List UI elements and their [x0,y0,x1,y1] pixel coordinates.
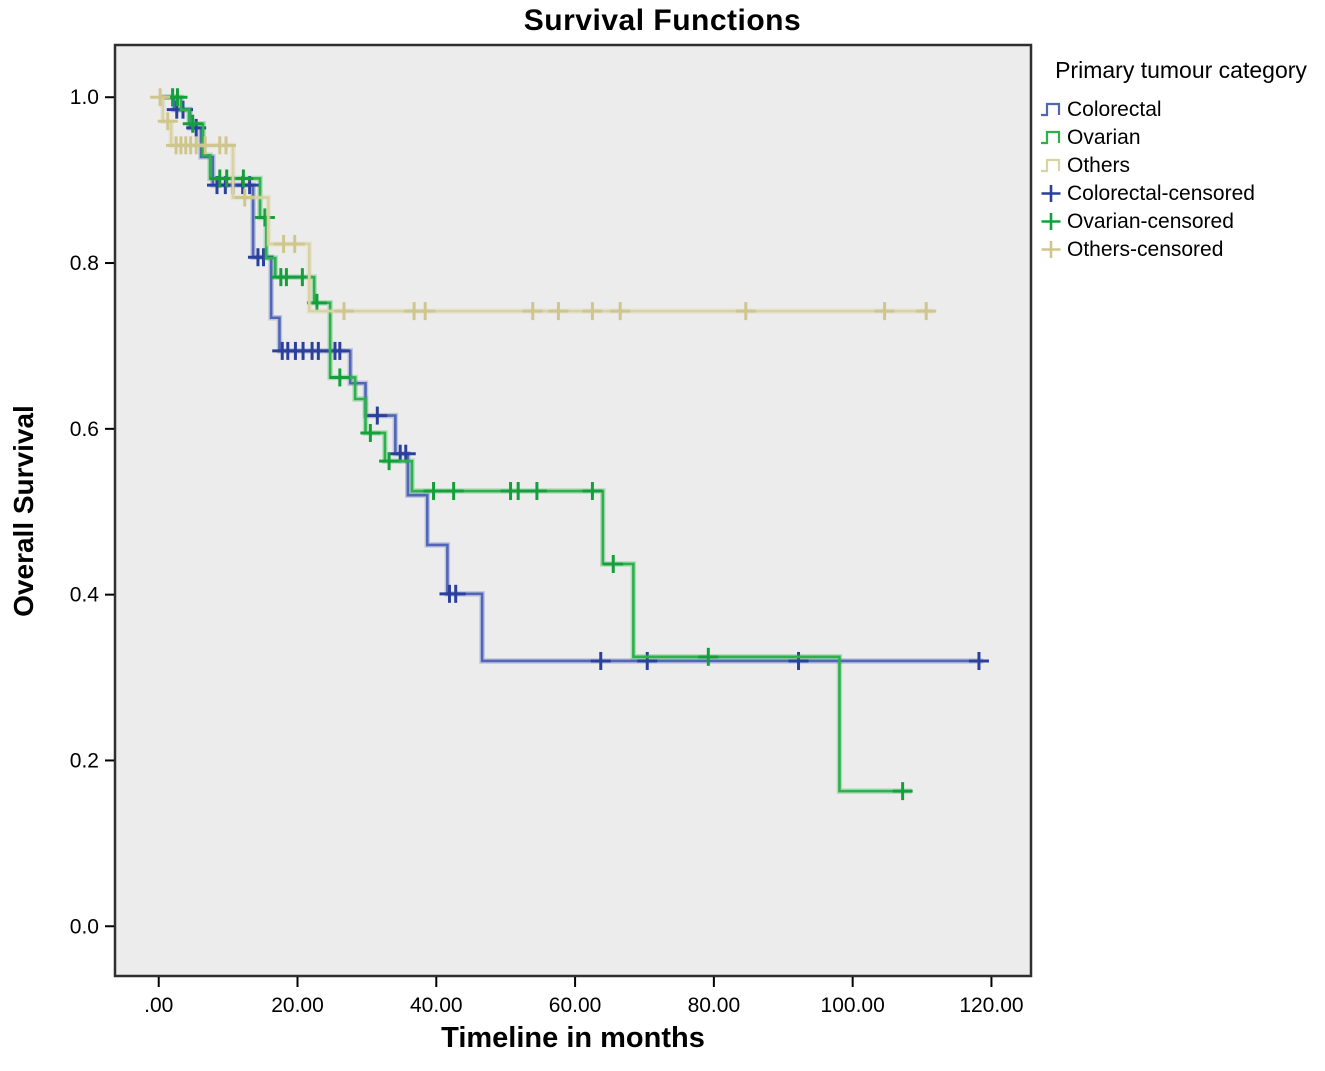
x-axis-title: Timeline in months [441,1022,705,1054]
y-tick-label: 0.2 [70,749,99,772]
x-tick-label: 40.00 [410,994,463,1017]
x-tick-label: 60.00 [549,994,602,1017]
legend-item-ovarian: Ovarian [1040,124,1322,152]
plus-icon [1041,213,1061,231]
legend-label: Others [1067,153,1131,177]
legend-label: Colorectal [1067,97,1162,121]
legend-item-ovarian-censored: Ovarian-censored [1040,208,1322,236]
legend-label: Others-censored [1067,237,1224,261]
legend: Primary tumour category Colorectal Ovaria… [1040,57,1322,264]
others-curve [158,95,934,313]
legend-item-others-censored: Others-censored [1040,236,1322,264]
legend-item-colorectal: Colorectal [1040,96,1322,124]
y-tick-label: 0.6 [70,418,99,441]
legend-items: Colorectal Ovarian Others Colorectal-censor… [1040,96,1322,264]
chart-title: Survival Functions [523,4,802,37]
step-line-icon [1041,131,1061,145]
y-tick-label: 0.8 [70,252,99,275]
y-tick-label: 0.4 [70,584,100,607]
plus-icon [1041,241,1061,259]
x-tick-label: 120.00 [959,994,1023,1017]
legend-label: Ovarian-censored [1067,209,1234,233]
step-line-icon [1041,103,1061,117]
legend-label: Colorectal-censored [1067,181,1255,205]
x-tick-label: 100.00 [821,994,885,1017]
y-tick-label: 0.0 [70,915,99,938]
step-line-icon [1041,159,1061,173]
plus-icon [1041,185,1061,203]
x-tick-label: .00 [144,994,173,1017]
legend-label: Ovarian [1067,125,1141,149]
x-tick-label: 80.00 [688,994,741,1017]
others-censor-marks [150,88,937,321]
legend-title: Primary tumour category [1055,57,1307,83]
y-tick-label: 1.0 [70,86,99,109]
legend-item-others: Others [1040,152,1322,180]
x-tick-label: 20.00 [271,994,324,1017]
legend-item-colorectal-censored: Colorectal-censored [1040,180,1322,208]
ovarian-censor-marks [162,88,913,801]
